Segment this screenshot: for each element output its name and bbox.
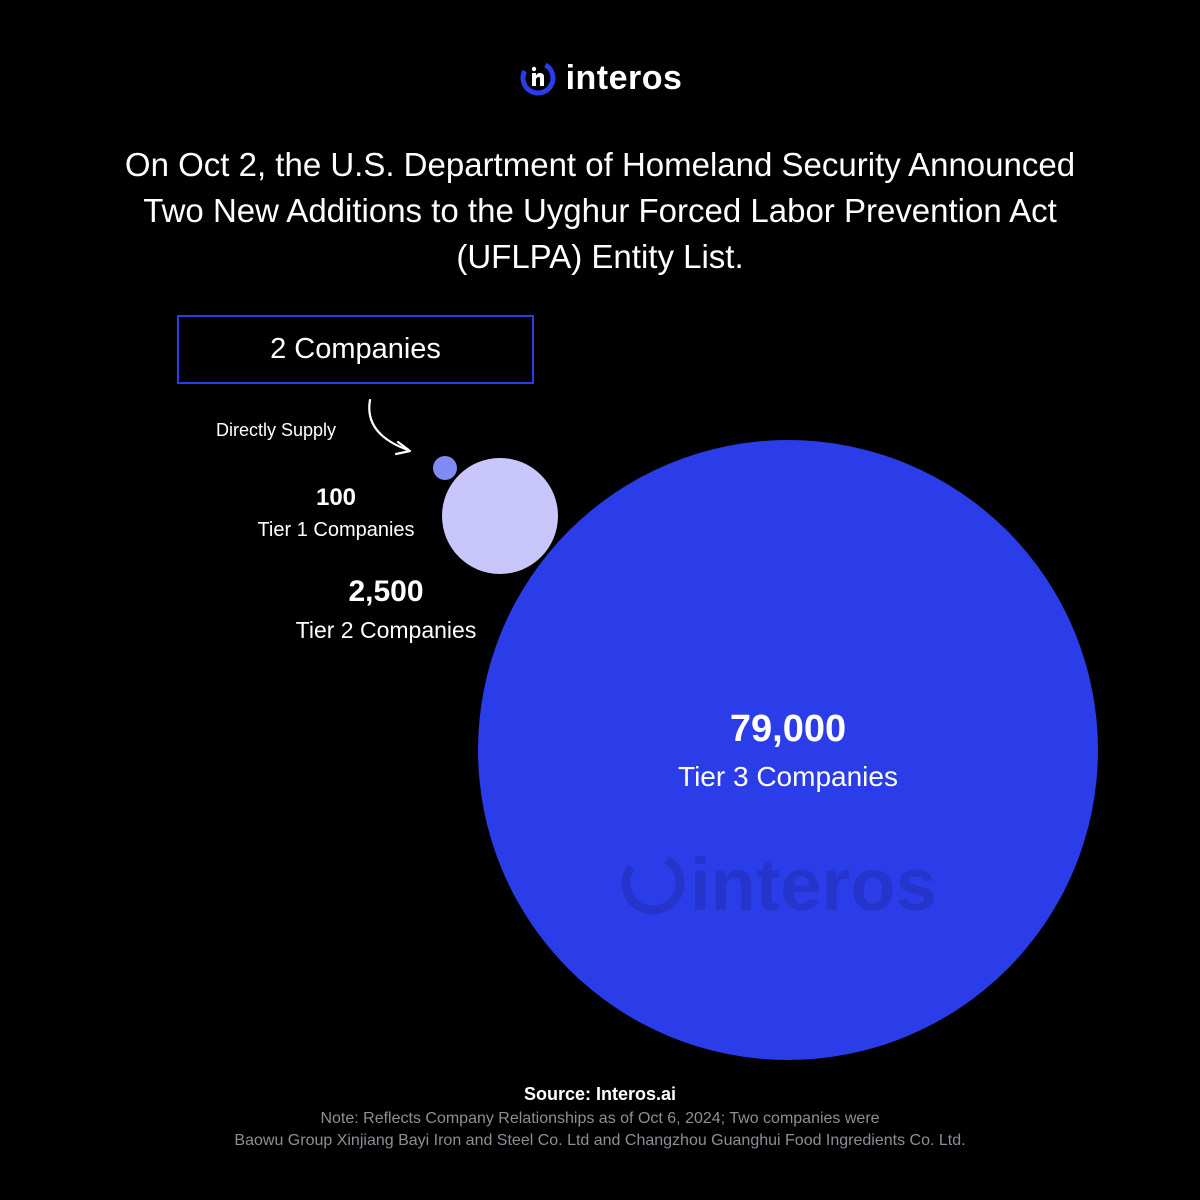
brand-logo: interos — [0, 58, 1200, 98]
tier2-value: 2,500 — [348, 575, 424, 608]
tier2-label: Tier 2 Companies — [295, 617, 477, 643]
footnote-line-1: Note: Reflects Company Relationships as … — [320, 1110, 880, 1127]
source-line: Source: Interos.ai — [523, 1084, 677, 1104]
tier1-value: 100 — [315, 484, 357, 511]
brand-name: interos — [565, 58, 683, 97]
bubble-tier1 — [442, 458, 558, 574]
footnote: Note: Reflects Company Relationships as … — [100, 1108, 1100, 1152]
companies-callout-box: 2 Companies — [177, 315, 534, 384]
companies-callout-label: 2 Companies — [270, 333, 441, 365]
watermark-text: interos — [690, 843, 937, 926]
bubble-direct — [433, 456, 457, 480]
page-title: On Oct 2, the U.S. Department of Homelan… — [124, 146, 1076, 275]
interos-logo-icon — [520, 60, 556, 96]
watermark-logo-icon — [621, 851, 685, 915]
footnote-line-2: Baowu Group Xinjiang Bayi Iron and Steel… — [234, 1132, 966, 1149]
watermark: interos — [621, 843, 937, 926]
tier1-label: Tier 1 Companies — [257, 519, 415, 541]
curved-arrow-icon — [368, 398, 412, 456]
tier3-label: Tier 3 Companies — [678, 761, 898, 792]
tier3-value: 79,000 — [729, 708, 847, 750]
directly-supply-label: Directly Supply — [216, 420, 337, 440]
bubble-tier3 — [478, 440, 1098, 1060]
